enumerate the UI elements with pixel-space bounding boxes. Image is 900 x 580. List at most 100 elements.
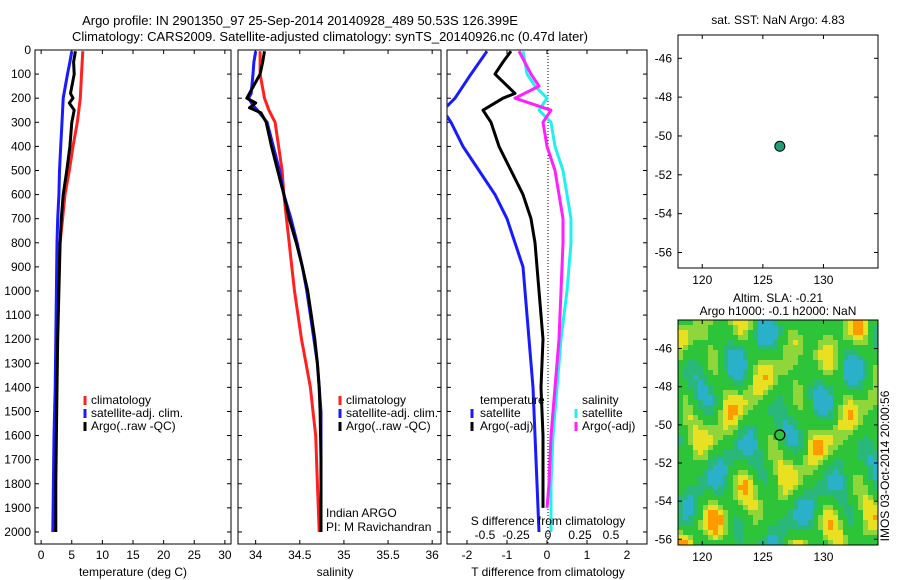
lon-tick-label: 120 xyxy=(692,273,712,287)
sla-cell xyxy=(843,390,849,396)
sla-cell xyxy=(778,430,784,436)
legend-label-climatology: climatology xyxy=(91,393,151,407)
sla-cell xyxy=(758,385,764,391)
legend-label-s-argo: Argo(-adj) xyxy=(582,419,635,433)
title-line2: Climatology: CARS2009. Satellite-adjuste… xyxy=(72,29,588,44)
sla-cell xyxy=(718,490,724,496)
sla-cell xyxy=(758,370,764,376)
sla-cell xyxy=(678,490,684,496)
sla-cell xyxy=(873,540,879,545)
sla-cell xyxy=(868,520,874,526)
sla-cell xyxy=(863,375,869,381)
sla-cell xyxy=(698,420,704,426)
sla-cell xyxy=(873,405,879,411)
sla-cell xyxy=(868,500,874,506)
sla-cell xyxy=(788,510,794,516)
sla-cell xyxy=(723,365,729,371)
sla-cell xyxy=(688,470,694,476)
sla-cell xyxy=(803,530,809,536)
sla-heatmap xyxy=(678,320,879,545)
sla-cell xyxy=(703,525,709,531)
sla-cell xyxy=(703,320,709,326)
sla-cell xyxy=(793,530,799,536)
sla-cell xyxy=(838,515,844,521)
sla-cell xyxy=(863,525,869,531)
sla-cell xyxy=(773,470,779,476)
sla-cell xyxy=(858,405,864,411)
sla-cell xyxy=(828,405,834,411)
sla-cell xyxy=(683,430,689,436)
sla-cell xyxy=(798,515,804,521)
depth-tick-label: 200 xyxy=(11,91,31,105)
sla-cell xyxy=(688,535,694,541)
sla-cell xyxy=(793,515,799,521)
sla-cell xyxy=(873,445,879,451)
sla-cell xyxy=(843,405,849,411)
sla-cell xyxy=(693,500,699,506)
sla-cell xyxy=(808,525,814,531)
x-tick-label: -1 xyxy=(502,548,513,562)
sla-cell xyxy=(683,530,689,536)
sla-cell xyxy=(798,330,804,336)
sla-cell xyxy=(788,490,794,496)
sla-cell xyxy=(773,325,779,331)
sla-cell xyxy=(863,530,869,536)
sla-cell xyxy=(733,345,739,351)
sla-cell xyxy=(683,390,689,396)
sla-cell xyxy=(868,480,874,486)
sla-cell xyxy=(713,440,719,446)
sla-cell xyxy=(683,385,689,391)
sla-cell xyxy=(693,535,699,541)
sla-cell xyxy=(698,355,704,361)
sla-cell xyxy=(678,540,684,545)
sla-cell xyxy=(808,500,814,506)
sla-cell xyxy=(783,465,789,471)
sla-cell xyxy=(693,540,699,545)
sla-cell xyxy=(798,540,804,545)
sla-cell xyxy=(813,320,819,326)
depth-tick-label: 1400 xyxy=(4,380,31,394)
sla-cell xyxy=(678,390,684,396)
sla-cell xyxy=(868,415,874,421)
sla-cell xyxy=(778,350,784,356)
sla-cell xyxy=(868,430,874,436)
sla-cell xyxy=(768,355,774,361)
sla-cell xyxy=(678,450,684,456)
sla-cell xyxy=(678,535,684,541)
sla-cell xyxy=(683,500,689,506)
sla-cell xyxy=(718,335,724,341)
sla-cell xyxy=(723,535,729,541)
sla-cell xyxy=(868,460,874,466)
sla-cell xyxy=(833,415,839,421)
sla-cell xyxy=(733,400,739,406)
sla-cell xyxy=(818,490,824,496)
sla-cell xyxy=(693,330,699,336)
sla-cell xyxy=(713,415,719,421)
sla-cell xyxy=(823,540,829,545)
sla-cell xyxy=(803,510,809,516)
sla-cell xyxy=(693,460,699,466)
sla-cell xyxy=(813,475,819,481)
sla-cell xyxy=(688,455,694,461)
sla-cell xyxy=(843,490,849,496)
sla-cell xyxy=(868,475,874,481)
sla-cell xyxy=(813,370,819,376)
sla-cell xyxy=(718,330,724,336)
sla-cell xyxy=(858,540,864,545)
sla-cell xyxy=(733,330,739,336)
sla-cell xyxy=(728,325,734,331)
sla-cell xyxy=(813,540,819,545)
sla-cell xyxy=(838,410,844,416)
sla-cell xyxy=(683,470,689,476)
depth-tick-label: 1100 xyxy=(5,308,31,322)
sla-cell xyxy=(818,430,824,436)
sla-cell xyxy=(843,370,849,376)
sla-cell xyxy=(848,425,854,431)
sla-cell xyxy=(723,415,729,421)
sla-cell xyxy=(843,420,849,426)
sla-cell xyxy=(703,435,709,441)
sla-cell xyxy=(768,370,774,376)
sla-cell xyxy=(873,525,879,531)
sla-cell xyxy=(778,425,784,431)
sla-cell xyxy=(798,405,804,411)
